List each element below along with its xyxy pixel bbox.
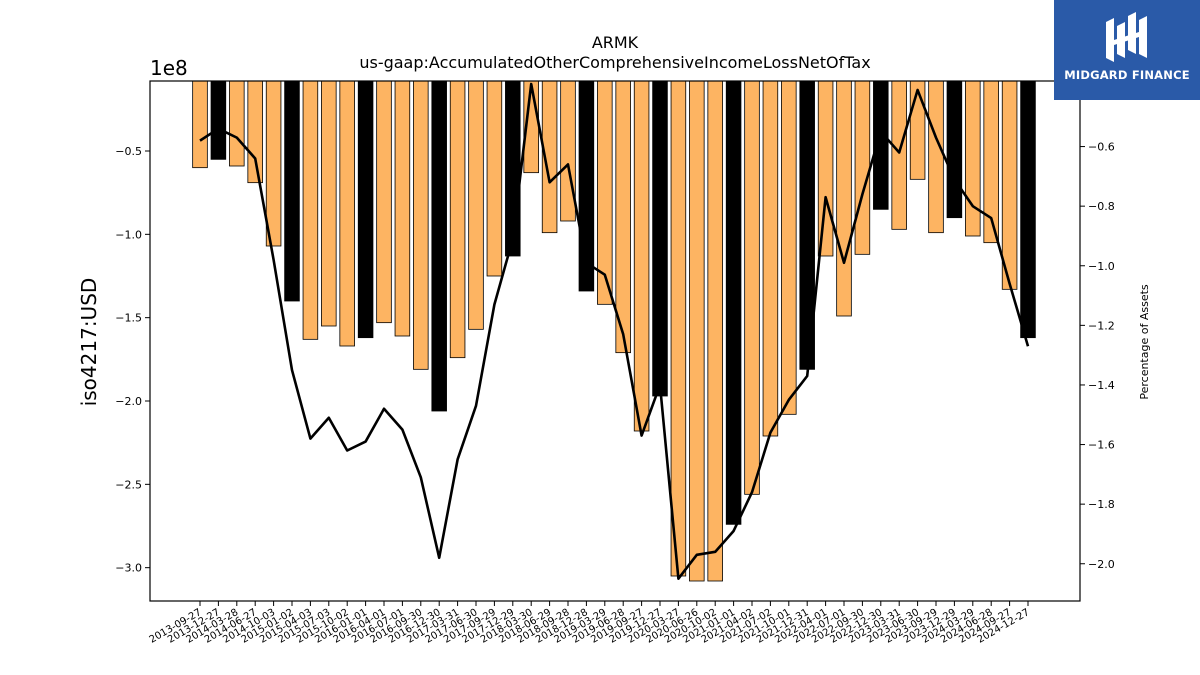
- y2-tick-label: −1.6: [1088, 439, 1115, 452]
- bar-2015-10-02: [339, 80, 355, 347]
- y2-ticks-group: −0.4−0.6−0.8−1.0−1.2−1.4−1.6−1.8−2.0: [1080, 81, 1115, 571]
- y-tick-label: −3.0: [115, 562, 142, 575]
- bar-2021-01-01: [725, 80, 742, 525]
- y2-tick-label: −0.6: [1088, 141, 1115, 154]
- bar-2022-07-01: [836, 80, 852, 317]
- bar-2024-03-29: [965, 80, 981, 237]
- line-group: [199, 82, 1030, 580]
- y-multiplier-label: 1e8: [150, 56, 188, 80]
- bar-2017-03-31: [449, 80, 466, 359]
- bar-2019-09-27: [633, 80, 650, 432]
- y2-tick-label: −1.0: [1088, 260, 1115, 273]
- y2-tick-label: −1.8: [1088, 498, 1115, 511]
- bar-2014-10-03: [265, 80, 282, 247]
- y-ticks-group: −0.5 −1.0 −1.5 −2.0 −2.5 −3.0: [115, 145, 150, 575]
- bar-2016-12-30: [431, 80, 447, 412]
- y-tick-label: −2.0: [115, 395, 142, 408]
- y2-tick-label: −0.8: [1088, 200, 1115, 213]
- bar-2021-07-02: [762, 80, 779, 437]
- bar-2022-04-01: [817, 80, 834, 257]
- y2-axis-label: Percentage of Assets: [1138, 284, 1151, 400]
- bars-group: [192, 80, 1036, 582]
- bar-2015-01-02: [284, 80, 300, 302]
- bar-2023-06-30: [909, 80, 926, 180]
- bar-2015-07-03: [321, 80, 337, 327]
- bar-2019-06-28: [615, 80, 631, 354]
- bar-2016-01-01: [357, 80, 374, 339]
- bar-2017-06-30: [468, 80, 484, 330]
- midgard-logo-icon: [1106, 12, 1147, 62]
- bar-2020-03-27: [670, 80, 687, 577]
- bar-2021-04-02: [744, 80, 760, 495]
- bar-2023-12-29: [946, 80, 963, 219]
- y-axis-label: iso4217:USD: [77, 278, 101, 407]
- bar-2019-12-27: [652, 80, 668, 397]
- bar-2016-07-01: [394, 80, 411, 337]
- percentage-of-assets-line: [199, 82, 1030, 580]
- y2-tick-label: −1.4: [1088, 379, 1115, 392]
- y2-tick-label: −1.2: [1088, 319, 1115, 332]
- bar-2014-06-27: [247, 80, 263, 184]
- bar-2024-09-27: [1001, 80, 1018, 290]
- y-tick-label: −1.5: [115, 312, 142, 325]
- bar-2023-03-31: [891, 80, 907, 230]
- chart-title: ARMK: [592, 33, 639, 52]
- brand-logo: MIDGARD FINANCE: [1054, 0, 1200, 100]
- bar-2013-09-27: [192, 80, 208, 169]
- y-tick-label: −2.5: [115, 478, 142, 491]
- bar-2018-09-28: [560, 80, 576, 222]
- bar-2016-04-01: [376, 80, 392, 324]
- bar-2022-09-30: [854, 80, 871, 255]
- y-tick-label: −0.5: [115, 145, 142, 158]
- y-tick-label: −1.0: [115, 228, 142, 241]
- bar-2016-09-30: [413, 80, 429, 370]
- x-ticks-group: 2013-09-272013-12-272014-03-282014-06-27…: [148, 601, 1032, 646]
- bar-2020-10-02: [707, 80, 723, 582]
- bar-2020-06-26: [689, 80, 705, 582]
- brand-name: MIDGARD FINANCE: [1064, 68, 1190, 82]
- chart-subtitle: us-gaap:AccumulatedOtherComprehensiveInc…: [359, 53, 870, 72]
- bar-2024-12-27: [1020, 80, 1036, 339]
- bar-2021-10-01: [781, 80, 797, 415]
- bar-2013-12-27: [210, 80, 227, 160]
- y2-tick-label: −2.0: [1088, 558, 1115, 571]
- bar-2023-09-29: [928, 80, 944, 234]
- bar-2014-03-28: [229, 80, 245, 167]
- plot-frame: [149, 80, 1081, 602]
- bar-2017-09-29: [486, 80, 503, 277]
- bar-2015-04-03: [302, 80, 319, 340]
